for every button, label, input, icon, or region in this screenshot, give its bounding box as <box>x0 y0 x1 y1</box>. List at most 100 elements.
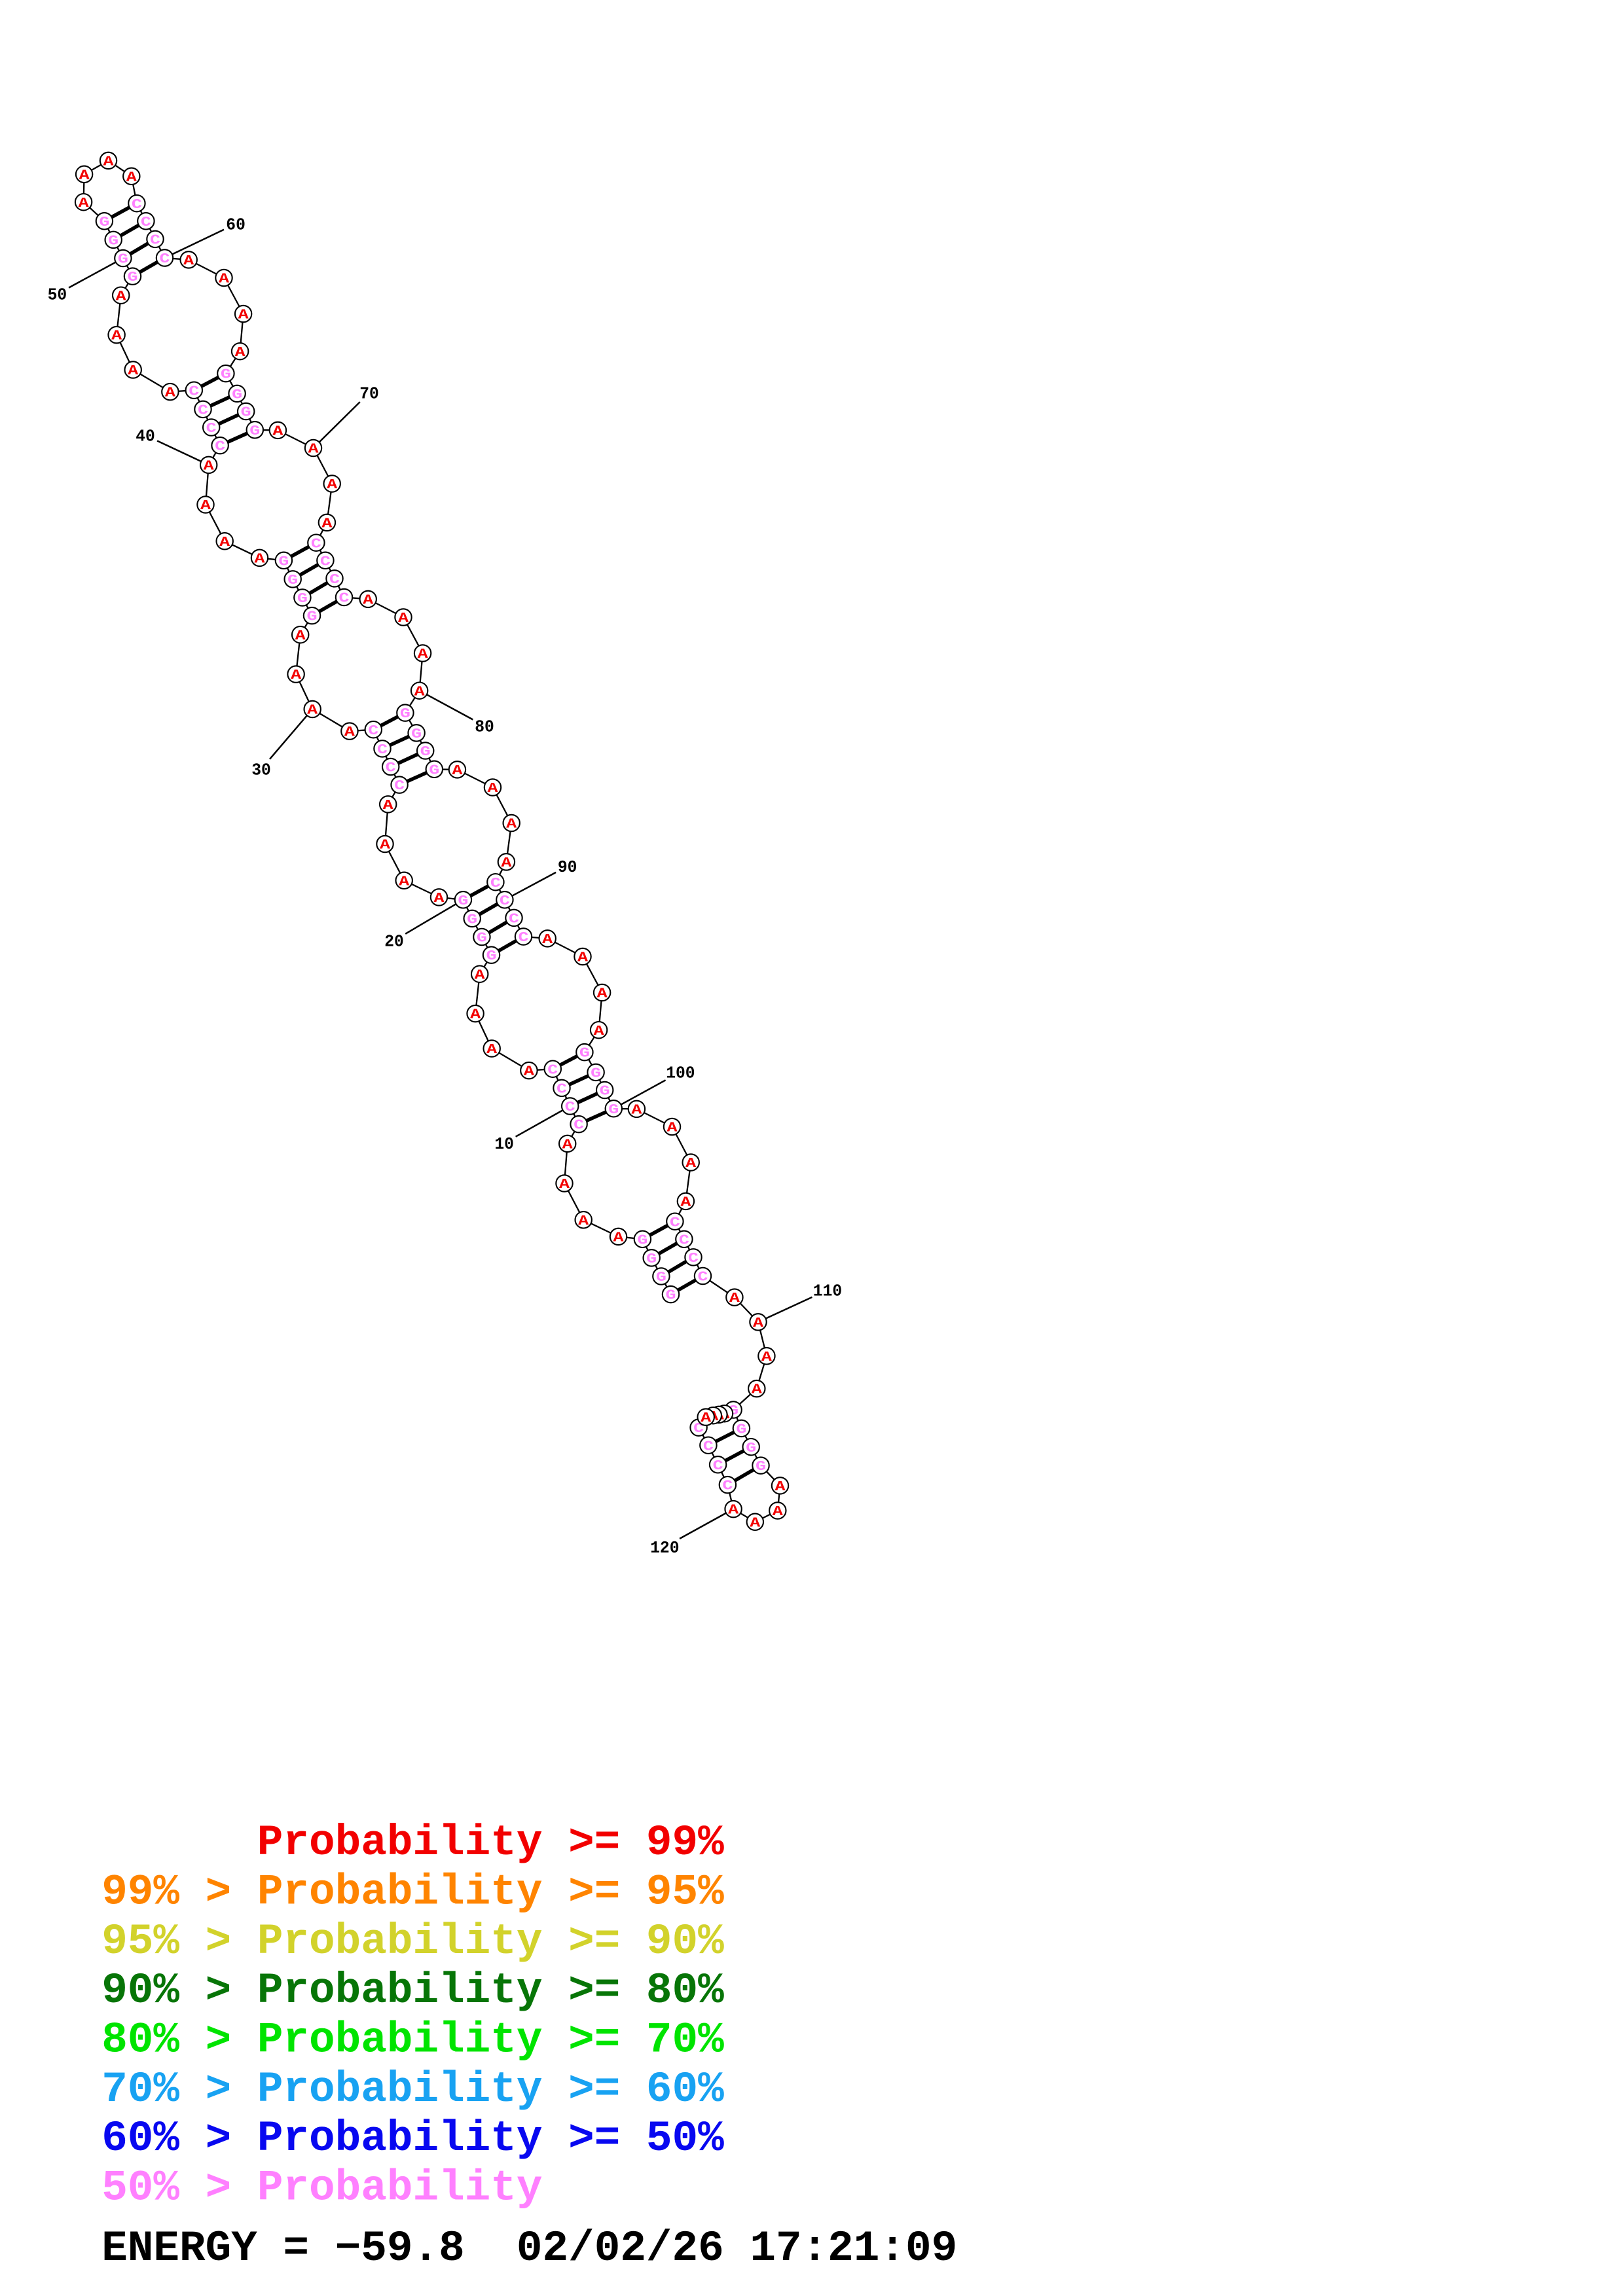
svg-text:A: A <box>753 1315 764 1331</box>
svg-text:A: A <box>307 702 318 719</box>
svg-text:A: A <box>506 816 517 833</box>
svg-text:A: A <box>750 1515 761 1531</box>
svg-text:A: A <box>295 628 306 644</box>
svg-text:A: A <box>524 1064 535 1080</box>
svg-text:A: A <box>398 610 409 626</box>
svg-text:A: A <box>255 551 266 567</box>
svg-text:G: G <box>646 1251 657 1267</box>
svg-text:10: 10 <box>494 1134 514 1154</box>
svg-text:C: C <box>132 196 142 213</box>
svg-text:C: C <box>329 571 340 588</box>
svg-text:C: C <box>377 742 388 758</box>
svg-text:A: A <box>680 1194 691 1211</box>
svg-text:G: G <box>411 726 422 742</box>
svg-text:A: A <box>128 363 139 379</box>
svg-text:A: A <box>363 592 374 609</box>
svg-text:G: G <box>600 1083 610 1100</box>
svg-text:C: C <box>698 1269 708 1285</box>
svg-text:C: C <box>339 590 350 607</box>
svg-text:C: C <box>509 911 519 927</box>
svg-text:C: C <box>311 535 321 552</box>
svg-text:A: A <box>344 724 356 740</box>
svg-text:G: G <box>746 1440 756 1456</box>
svg-text:A: A <box>578 1213 589 1229</box>
svg-text:A: A <box>414 683 426 700</box>
svg-text:A: A <box>383 797 394 814</box>
svg-text:A: A <box>116 288 127 304</box>
svg-text:G: G <box>307 609 318 625</box>
svg-text:40: 40 <box>136 427 155 446</box>
svg-text:G: G <box>656 1269 666 1285</box>
svg-text:110: 110 <box>813 1282 842 1301</box>
svg-text:50% > Probability: 50% > Probability <box>101 2163 542 2212</box>
svg-text:A: A <box>327 476 338 493</box>
svg-text:G: G <box>486 948 497 964</box>
svg-text:G: G <box>591 1066 601 1082</box>
svg-text:A: A <box>79 167 90 183</box>
svg-text:A: A <box>559 1176 570 1193</box>
svg-text:G: G <box>287 572 298 588</box>
svg-text:G: G <box>118 251 128 268</box>
svg-text:80% > Probability >= 70%: 80% > Probability >= 70% <box>101 2015 724 2064</box>
svg-text:A: A <box>200 497 211 514</box>
svg-text:A: A <box>501 855 512 871</box>
svg-text:G: G <box>467 912 477 928</box>
svg-text:A: A <box>219 534 230 550</box>
svg-text:C: C <box>565 1099 575 1115</box>
svg-text:A: A <box>111 328 122 344</box>
svg-text:A: A <box>577 950 589 966</box>
svg-text:A: A <box>308 441 319 457</box>
svg-text:A: A <box>775 1479 786 1495</box>
svg-text:90% > Probability >= 80%: 90% > Probability >= 80% <box>101 1966 724 2015</box>
svg-text:A: A <box>701 1410 712 1426</box>
svg-text:C: C <box>394 778 405 794</box>
svg-text:A: A <box>103 154 115 170</box>
svg-text:A: A <box>470 1007 481 1023</box>
svg-text:G: G <box>278 553 289 569</box>
svg-text:A: A <box>597 986 608 1002</box>
svg-text:30: 30 <box>251 761 271 780</box>
svg-text:90: 90 <box>558 857 577 877</box>
svg-text:A: A <box>594 1023 605 1039</box>
svg-text:C: C <box>722 1478 733 1494</box>
svg-text:G: G <box>420 744 431 760</box>
svg-text:G: G <box>400 706 410 722</box>
svg-text:ENERGY = −59.8 02/02/26 17:21: ENERGY = −59.8 02/02/26 17:21:09 <box>101 2224 957 2273</box>
svg-text:C: C <box>368 723 378 739</box>
svg-text:A: A <box>667 1120 678 1136</box>
svg-text:120: 120 <box>650 1538 679 1558</box>
svg-text:A: A <box>729 1290 740 1306</box>
svg-text:A: A <box>486 1041 498 1058</box>
svg-text:G: G <box>477 930 487 946</box>
svg-text:G: G <box>579 1045 590 1062</box>
svg-text:C: C <box>215 439 225 455</box>
svg-text:20: 20 <box>384 932 404 952</box>
svg-text:C: C <box>703 1438 714 1454</box>
svg-text:C: C <box>160 251 170 267</box>
svg-text:A: A <box>165 385 176 401</box>
svg-text:A: A <box>79 195 90 211</box>
svg-text:G: G <box>608 1102 619 1118</box>
svg-text:G: G <box>249 423 260 439</box>
svg-text:A: A <box>183 253 194 269</box>
svg-text:95% > Probability >= 90%: 95% > Probability >= 90% <box>101 1917 724 1966</box>
svg-text:A: A <box>238 307 249 323</box>
svg-text:A: A <box>542 931 553 948</box>
svg-text:G: G <box>666 1287 676 1304</box>
svg-text:G: G <box>232 387 242 403</box>
svg-text:A: A <box>399 873 410 889</box>
svg-text:G: G <box>297 590 308 607</box>
svg-text:C: C <box>519 929 529 946</box>
svg-text:50: 50 <box>48 285 67 305</box>
svg-text:60: 60 <box>226 215 246 235</box>
svg-text:A: A <box>631 1102 642 1119</box>
svg-text:A: A <box>728 1502 739 1518</box>
svg-text:C: C <box>713 1458 723 1474</box>
svg-text:G: G <box>221 367 231 383</box>
svg-text:A: A <box>752 1382 763 1398</box>
svg-text:C: C <box>141 214 151 230</box>
svg-text:C: C <box>386 760 396 776</box>
svg-text:A: A <box>773 1503 784 1520</box>
svg-text:A: A <box>272 423 283 440</box>
svg-text:80: 80 <box>475 717 494 737</box>
